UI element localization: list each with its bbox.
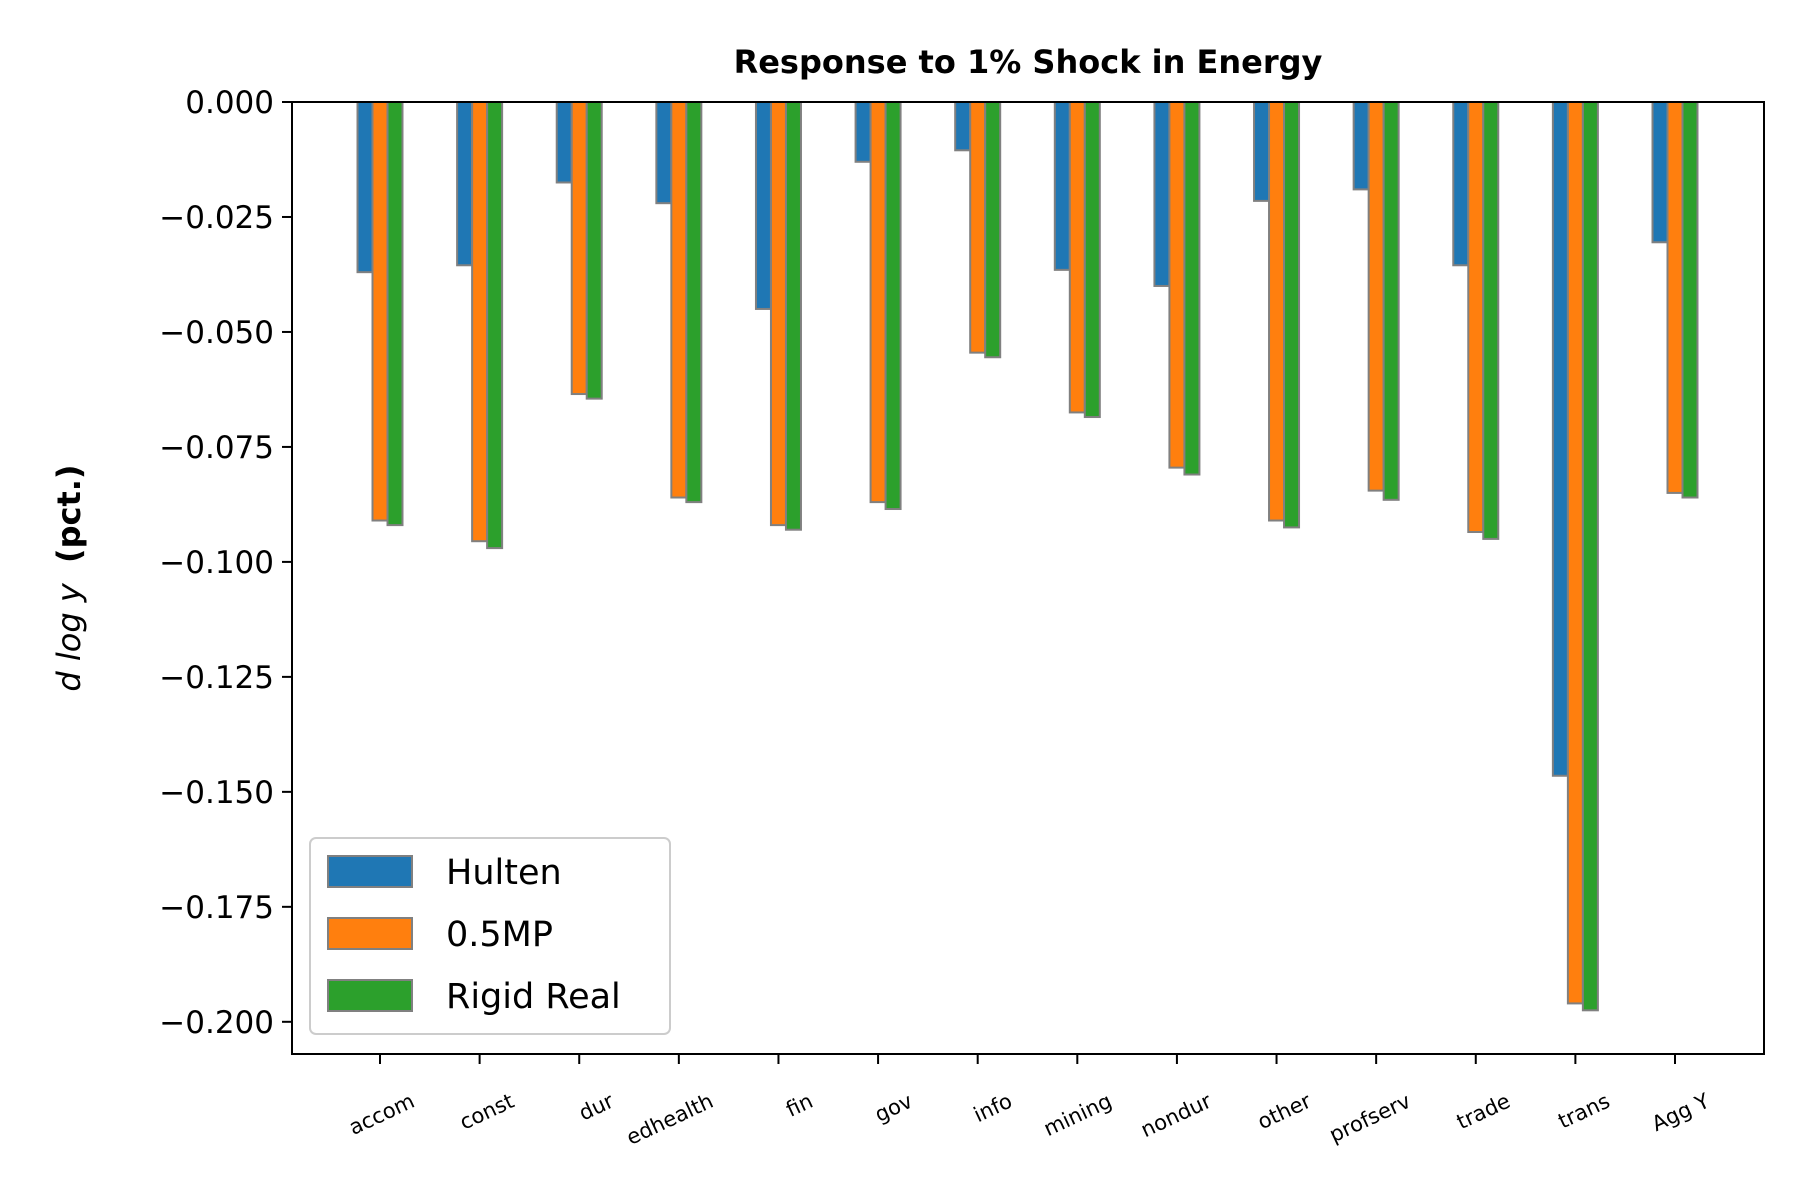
bar-hulten-info	[954, 101, 972, 152]
y-tick-label: 0.000	[185, 85, 274, 121]
bar-hulten-accom	[356, 101, 374, 274]
legend-label: Rigid Real	[446, 977, 621, 1017]
y-tick-label: −0.150	[159, 775, 274, 811]
bar-0-5mp-profserv	[1367, 101, 1385, 492]
bar-0-5mp-trans	[1566, 101, 1584, 1005]
bar-0-5mp-info	[969, 101, 987, 354]
bar-rigid-real-const	[486, 101, 504, 550]
x-tick-label: other	[1254, 1089, 1315, 1135]
bar-rigid-real-trade	[1482, 101, 1500, 540]
y-tick-label: −0.200	[159, 1005, 274, 1041]
bar-0-5mp-gov	[869, 101, 887, 504]
x-tick-label: gov	[871, 1089, 916, 1127]
x-tick-label: accom	[345, 1089, 418, 1140]
y-tick-label: −0.025	[159, 200, 274, 236]
bar-hulten-mining	[1053, 101, 1071, 271]
x-tick-label: Agg Y	[1648, 1089, 1713, 1136]
x-axis: accom const dur edhealth fin gov info mining non…	[345, 1054, 1713, 1150]
bar-hulten-const	[456, 101, 474, 267]
bar-0-5mp-dur	[570, 101, 588, 396]
bar-0-5mp-edhealth	[670, 101, 688, 499]
x-tick-label: dur	[575, 1089, 617, 1126]
bar-hulten-trade	[1452, 101, 1470, 267]
x-tick-label: mining	[1040, 1089, 1115, 1141]
chart-title: Response to 1% Shock in Energy	[734, 43, 1323, 81]
x-tick-label: nondur	[1137, 1089, 1215, 1142]
y-tick-label: −0.175	[159, 890, 274, 926]
plot-frame	[291, 101, 1765, 1055]
x-tick-label: trans	[1554, 1089, 1613, 1134]
bar-0-5mp-trade	[1467, 101, 1485, 534]
x-tick-label: edhealth	[623, 1089, 717, 1150]
legend-swatch	[327, 855, 413, 888]
y-axis: 0.000 −0.025 −0.050 −0.075 −0.100 −0.125 −0.15…	[159, 85, 292, 1041]
y-axis-label-math: d log y	[50, 582, 88, 691]
bar-hulten-other	[1253, 101, 1271, 202]
bar-rigid-real-nondur	[1183, 101, 1201, 476]
legend-label: Hulten	[446, 853, 562, 893]
bar-rigid-real-accom	[386, 101, 404, 527]
y-axis-label-bold: (pct.)	[50, 464, 88, 563]
bar-hulten-fin	[754, 101, 772, 310]
x-tick-label: trade	[1453, 1089, 1514, 1134]
bar-hulten-dur	[555, 101, 573, 184]
legend-swatch	[327, 979, 413, 1012]
legend: Hulten 0.5MP Rigid Real	[309, 837, 671, 1035]
legend-label: 0.5MP	[446, 915, 553, 955]
bar-hulten-trans	[1551, 101, 1569, 777]
bar-hulten-nondur	[1153, 101, 1171, 287]
bar-rigid-real-agg-y	[1681, 101, 1699, 499]
bar-rigid-real-fin	[784, 101, 802, 531]
bar-rigid-real-mining	[1083, 101, 1101, 419]
y-tick-label: −0.075	[159, 430, 274, 466]
bar-0-5mp-other	[1268, 101, 1286, 522]
bar-0-5mp-fin	[769, 101, 787, 527]
bar-0-5mp-const	[471, 101, 489, 543]
y-axis-label: d log y (pct.)	[50, 464, 88, 691]
x-tick-label: profserv	[1326, 1089, 1415, 1147]
bar-rigid-real-trans	[1581, 101, 1599, 1012]
bar-hulten-gov	[854, 101, 872, 163]
bar-hulten-edhealth	[655, 101, 673, 205]
bar-rigid-real-profserv	[1382, 101, 1400, 501]
legend-swatch	[327, 917, 413, 950]
bar-hulten-profserv	[1352, 101, 1370, 191]
bar-hulten-agg-y	[1651, 101, 1669, 244]
x-tick-label: info	[970, 1089, 1016, 1127]
bar-0-5mp-nondur	[1168, 101, 1186, 469]
bar-rigid-real-other	[1283, 101, 1301, 529]
bar-rigid-real-edhealth	[685, 101, 703, 504]
bar-0-5mp-mining	[1068, 101, 1086, 414]
bar-0-5mp-accom	[371, 101, 389, 522]
x-tick-label: fin	[782, 1089, 816, 1122]
bar-rigid-real-dur	[585, 101, 603, 400]
bar-rigid-real-gov	[884, 101, 902, 511]
x-tick-label: const	[456, 1089, 518, 1135]
y-tick-label: −0.125	[159, 660, 274, 696]
bar-rigid-real-info	[984, 101, 1002, 359]
y-tick-label: −0.050	[159, 315, 274, 351]
y-tick-label: −0.100	[159, 545, 274, 581]
bar-0-5mp-agg-y	[1666, 101, 1684, 494]
